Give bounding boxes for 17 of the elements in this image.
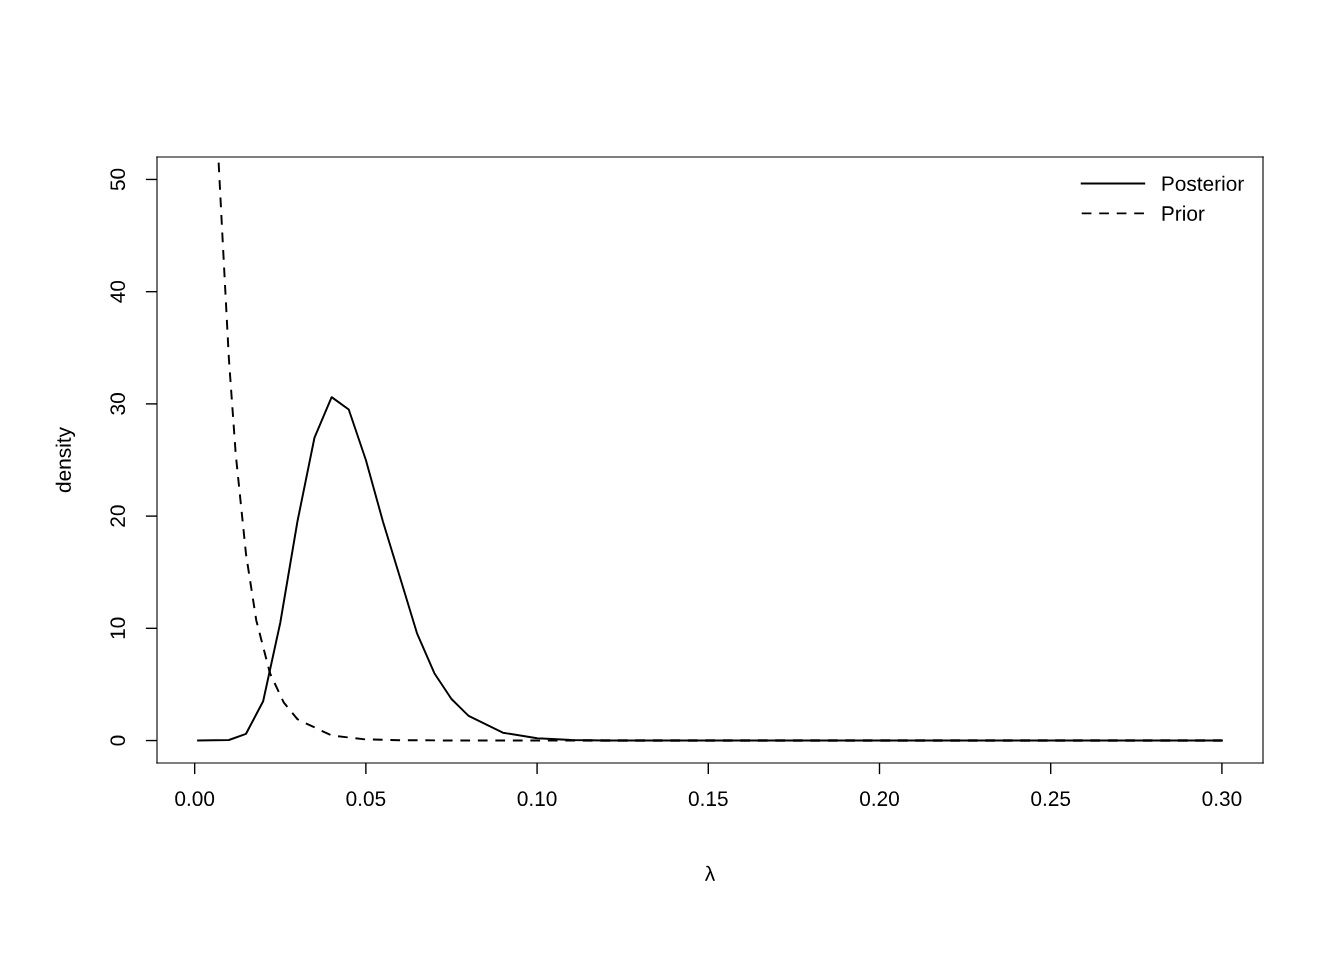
x-axis-title: λ xyxy=(704,865,716,881)
legend-label: Prior xyxy=(1162,205,1205,221)
y-axis-title: density xyxy=(55,427,76,493)
x-tick-label: 0.30 xyxy=(1202,791,1242,807)
x-tick-label: 0.20 xyxy=(860,791,899,807)
y-tick-label: 20 xyxy=(110,505,126,527)
x-tick-label: 0.10 xyxy=(517,791,557,807)
y-tick-label: 0 xyxy=(110,735,126,746)
x-tick-label: 0.05 xyxy=(346,791,386,807)
x-tick-label: 0.00 xyxy=(175,791,215,807)
y-tick-label: 40 xyxy=(110,280,126,303)
y-tick-label: 50 xyxy=(110,168,126,191)
y-tick-label: 30 xyxy=(110,393,126,415)
y-tick-label: 10 xyxy=(110,617,126,639)
x-tick-label: 0.15 xyxy=(688,791,728,807)
legend-label: Posterior xyxy=(1162,175,1244,192)
x-tick-label: 0.25 xyxy=(1031,791,1071,807)
